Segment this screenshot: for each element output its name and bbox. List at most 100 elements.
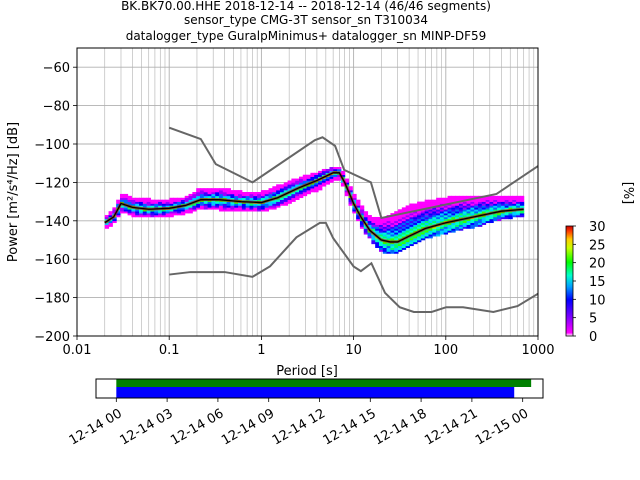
psd-cell	[436, 228, 441, 231]
psd-cell	[371, 218, 376, 222]
psd-cell	[177, 209, 182, 212]
psd-cell	[439, 228, 445, 231]
psd-cell	[321, 182, 327, 185]
psd-cell	[226, 209, 231, 212]
psd-cell	[451, 222, 456, 225]
psd-cell	[302, 178, 308, 181]
psd-cell	[192, 209, 197, 212]
psd-cell	[378, 232, 384, 235]
psd-cell	[497, 218, 502, 222]
psd-cell	[466, 207, 471, 210]
psd-cell	[318, 174, 323, 177]
psd-cell	[382, 220, 388, 224]
psd-cell	[493, 195, 498, 199]
x-axis-label: Period [s]	[276, 364, 338, 379]
psd-cell	[173, 199, 178, 202]
psd-cell	[264, 193, 270, 197]
psd-cell	[272, 207, 277, 210]
psd-cell	[386, 234, 391, 237]
psd-cell	[371, 228, 376, 231]
psd-cell	[219, 207, 224, 210]
psd-cell	[508, 197, 513, 200]
psd-cell	[314, 190, 319, 193]
psd-cell	[470, 209, 475, 212]
psd-cell	[249, 209, 254, 212]
psd-cell	[462, 222, 468, 225]
psd-cell	[165, 199, 171, 202]
psd-cell	[386, 218, 391, 222]
psd-cell	[451, 211, 456, 214]
psd-cell	[436, 215, 441, 218]
psd-cell	[481, 220, 487, 224]
psd-cell	[436, 230, 441, 233]
grid-lines	[76, 48, 538, 337]
psd-cell	[371, 220, 376, 224]
psd-cell	[333, 174, 338, 177]
colorbar-tick-label: 30	[589, 220, 606, 235]
psd-cell	[478, 211, 483, 214]
psd-cell	[180, 213, 186, 216]
psd-cell	[394, 251, 399, 254]
psd-cell	[321, 178, 327, 181]
plot-frame	[76, 47, 539, 337]
psd-cell	[333, 168, 338, 172]
psd-cell	[512, 205, 517, 208]
psd-cell	[367, 216, 372, 220]
psd-cell	[127, 211, 132, 214]
psd-cell	[177, 213, 182, 216]
psd-cell	[337, 168, 342, 172]
psd-cell	[268, 190, 273, 193]
psd-cell	[436, 203, 441, 206]
psd-cell	[199, 192, 205, 195]
psd-cell	[119, 197, 125, 200]
psd-cell	[443, 224, 449, 227]
x-tick-label: 1000	[521, 343, 554, 358]
psd-cell	[192, 197, 197, 200]
psd-cell	[382, 245, 388, 248]
psd-cell	[169, 199, 174, 202]
psd-cell	[493, 197, 498, 200]
psd-cell	[295, 192, 300, 195]
psd-cell	[447, 222, 452, 225]
psd-cell	[359, 222, 365, 225]
psd-cell	[150, 213, 155, 216]
y-tick-label: −140	[34, 215, 70, 230]
psd-cell	[439, 230, 445, 233]
psd-cell	[119, 211, 125, 214]
psd-cell	[344, 192, 350, 195]
psd-cell	[241, 209, 247, 212]
psd-cell	[234, 201, 239, 204]
psd-cell	[321, 170, 327, 174]
psd-cell	[119, 193, 125, 197]
psd-cell	[108, 222, 113, 225]
psd-cell	[291, 195, 296, 199]
psd-cell	[439, 207, 445, 210]
psd-cell	[439, 213, 445, 216]
psd-cell	[420, 222, 426, 225]
psd-cell	[390, 216, 395, 220]
psd-cell	[458, 203, 464, 206]
colorbar-tick-label: 0	[589, 330, 597, 345]
psd-cell	[466, 195, 471, 199]
psd-cell	[306, 186, 311, 189]
psd-cell	[478, 209, 483, 212]
psd-cell	[394, 226, 399, 229]
psd-cell	[447, 213, 452, 216]
psd-cell	[139, 211, 144, 214]
psd-cell	[420, 236, 426, 239]
psd-cell	[508, 216, 513, 220]
psd-cell	[329, 178, 334, 181]
psd-cell	[497, 215, 502, 218]
psd-cell	[485, 216, 490, 220]
psd-cell	[226, 190, 231, 193]
psd-cell	[401, 215, 407, 218]
psd-cell	[439, 232, 445, 235]
psd-cell	[394, 243, 399, 247]
psd-cell	[458, 207, 464, 210]
psd-cell	[390, 234, 395, 237]
psd-cell	[287, 195, 292, 199]
psd-cell	[428, 236, 433, 239]
psd-cell	[451, 197, 456, 200]
